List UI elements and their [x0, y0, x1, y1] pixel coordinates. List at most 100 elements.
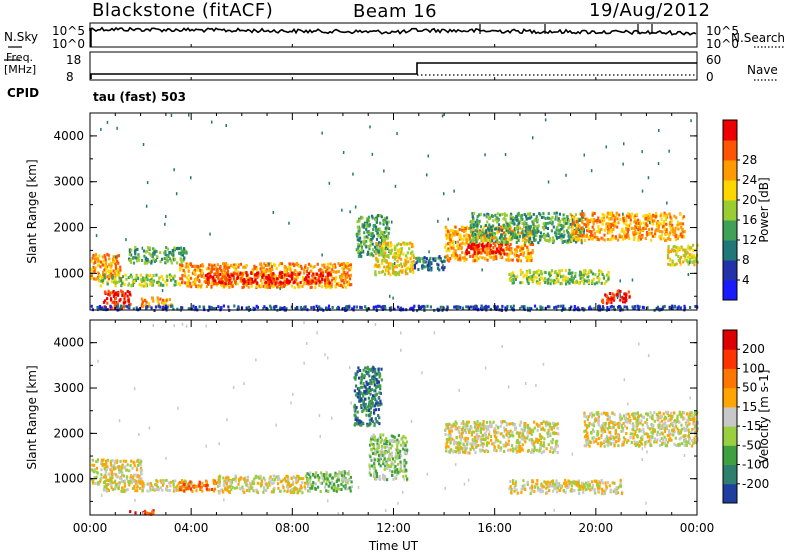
echo-cell	[166, 255, 170, 258]
echo-cell	[132, 307, 135, 311]
echo-cell	[175, 280, 178, 284]
nsky-trace	[89, 26, 697, 36]
echo-cell	[326, 477, 329, 481]
echo-cell	[130, 253, 133, 257]
echo-cell	[110, 483, 113, 487]
noise-cell	[619, 292, 621, 296]
echo-cell	[558, 229, 561, 233]
echo-cell	[537, 241, 540, 245]
echo-cell	[490, 225, 493, 229]
echo-cell	[343, 474, 346, 478]
echo-cell	[508, 244, 511, 248]
echo-cell	[137, 253, 140, 257]
echo-cell	[114, 266, 118, 270]
echo-cell	[370, 237, 373, 241]
echo-cell	[372, 228, 375, 231]
echo-cell	[556, 274, 559, 277]
echo-cell	[637, 231, 640, 235]
echo-cell	[383, 231, 386, 235]
echo-cell	[266, 264, 269, 268]
echo-cell	[578, 224, 581, 228]
echo-cell	[291, 277, 294, 281]
echo-cell	[384, 259, 387, 263]
echo-cell	[388, 266, 391, 270]
echo-cell	[421, 266, 424, 270]
echo-cell	[243, 491, 246, 494]
echo-cell	[677, 227, 680, 231]
echo-cell	[317, 478, 320, 482]
echo-cell	[576, 221, 579, 225]
echo-cell	[114, 302, 117, 306]
echo-cell	[411, 250, 414, 254]
echo-cell	[103, 481, 106, 484]
echo-cell	[275, 267, 278, 270]
echo-cell	[609, 216, 612, 220]
echo-cell	[113, 467, 116, 470]
echo-cell	[445, 236, 448, 240]
echo-cell	[324, 281, 327, 285]
echo-cell	[365, 307, 368, 311]
echo-cell	[170, 278, 173, 282]
echo-cell	[429, 262, 432, 266]
echo-cell	[114, 269, 118, 273]
echo-cell	[412, 244, 415, 248]
echo-cell	[279, 306, 282, 310]
echo-cell	[226, 282, 229, 286]
echo-cell	[353, 389, 356, 393]
echo-cell	[268, 481, 271, 484]
echo-cell	[321, 263, 324, 267]
echo-cell	[578, 228, 581, 232]
echo-cell	[346, 271, 349, 275]
echo-cell	[551, 239, 554, 243]
echo-cell	[139, 486, 142, 490]
echo-cell	[544, 222, 548, 226]
echo-cell	[395, 243, 399, 247]
echo-cell	[624, 234, 627, 238]
echo-cell	[602, 306, 605, 310]
echo-cell	[207, 281, 211, 285]
echo-cell	[181, 479, 184, 482]
echo-cell	[155, 487, 158, 491]
echo-cell	[561, 240, 564, 244]
echo-cell	[586, 219, 589, 223]
echo-cell	[446, 232, 449, 236]
echo-cell	[416, 309, 419, 313]
echo-cell	[671, 223, 674, 227]
echo-cell	[418, 305, 421, 309]
echo-cell	[489, 252, 492, 256]
echo-cell	[309, 278, 312, 282]
echo-cell	[581, 227, 584, 231]
echo-cell	[609, 225, 612, 229]
echo-cell	[125, 468, 128, 472]
echo-cell	[507, 247, 510, 251]
echo-cell	[150, 484, 153, 488]
echo-cell	[585, 223, 588, 227]
echo-cell	[278, 263, 281, 267]
echo-cell	[100, 473, 103, 477]
noise-cell	[581, 209, 583, 213]
echo-cell	[129, 480, 132, 484]
echo-cell	[628, 237, 631, 241]
echo-cell	[595, 238, 598, 241]
echo-cell	[529, 242, 532, 246]
echo-cell	[156, 280, 159, 284]
echo-cell	[445, 233, 448, 237]
echo-cell	[379, 230, 382, 234]
echo-cell	[469, 254, 472, 258]
echo-cell	[337, 478, 341, 482]
echo-cell	[187, 274, 190, 278]
echo-cell	[245, 273, 248, 277]
echo-cell	[369, 243, 372, 247]
echo-cell	[489, 244, 492, 247]
echo-cell	[136, 258, 139, 262]
echo-cell	[528, 252, 531, 255]
echo-cell	[114, 264, 117, 268]
echo-cell	[202, 305, 205, 309]
echo-cell	[330, 484, 333, 488]
echo-cell	[291, 482, 294, 486]
echo-cell	[260, 264, 263, 268]
echo-cell	[108, 263, 111, 267]
echo-cell	[370, 418, 373, 422]
echo-cell	[507, 228, 510, 232]
echo-cell	[575, 220, 578, 223]
